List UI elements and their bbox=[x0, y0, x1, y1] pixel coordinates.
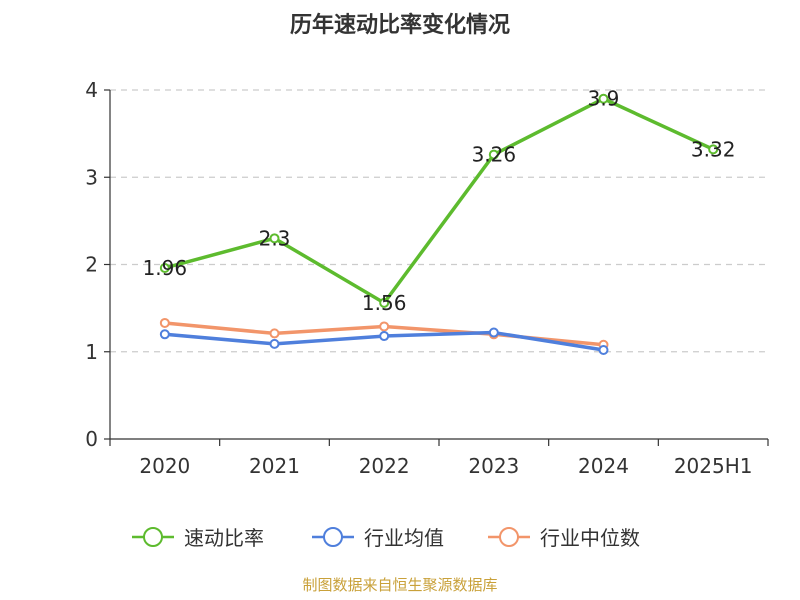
data-point[interactable] bbox=[488, 149, 499, 160]
y-tick-label: 0 bbox=[85, 427, 98, 451]
data-point[interactable] bbox=[488, 327, 499, 338]
data-point[interactable] bbox=[269, 233, 280, 244]
data-point[interactable] bbox=[708, 144, 719, 155]
source-note: 制图数据来自恒生聚源数据库 bbox=[302, 576, 497, 594]
data-label: 3.32 bbox=[691, 137, 736, 161]
data-label: 3.9 bbox=[588, 87, 620, 111]
data-point[interactable] bbox=[159, 329, 170, 340]
x-tick-label: 2022 bbox=[359, 454, 410, 478]
axes: 0 1 2 3 4 2020 2021 2022 2023 2024 2025H1 bbox=[85, 78, 769, 478]
data-point[interactable] bbox=[379, 331, 390, 342]
data-point[interactable] bbox=[379, 321, 390, 332]
legend-label: 速动比率 bbox=[184, 526, 264, 550]
chart-title: 历年速动比率变化情况 bbox=[290, 12, 510, 38]
legend-item[interactable]: 行业均值 bbox=[312, 526, 444, 550]
legend-label: 行业中位数 bbox=[540, 526, 640, 550]
data-labels: 1.96 2.3 1.56 3.26 3.9 3.32 bbox=[143, 87, 736, 315]
data-label: 3.26 bbox=[472, 143, 517, 167]
data-point[interactable] bbox=[159, 317, 170, 328]
legend-marker bbox=[323, 527, 343, 547]
legend-item[interactable]: 速动比率 bbox=[132, 526, 264, 550]
legend-label: 行业均值 bbox=[364, 526, 444, 550]
data-label: 1.56 bbox=[362, 291, 407, 315]
x-tick-label: 2023 bbox=[468, 454, 519, 478]
series-line bbox=[163, 96, 715, 305]
legend-item[interactable]: 行业中位数 bbox=[488, 526, 640, 550]
y-tick-label: 1 bbox=[85, 340, 98, 364]
legend[interactable]: 速动比率 行业均值 行业中位数 bbox=[132, 526, 640, 550]
data-point[interactable] bbox=[269, 338, 280, 349]
data-label: 2.3 bbox=[259, 226, 291, 250]
series-area bbox=[159, 93, 719, 356]
y-tick-label: 3 bbox=[85, 165, 98, 189]
x-tick-label: 2020 bbox=[139, 454, 190, 478]
data-label: 1.96 bbox=[143, 256, 188, 280]
y-tick-label: 4 bbox=[85, 78, 98, 102]
x-tick-label: 2024 bbox=[578, 454, 629, 478]
data-point[interactable] bbox=[598, 345, 609, 356]
x-tick-label: 2025H1 bbox=[674, 454, 753, 478]
legend-marker bbox=[143, 527, 163, 547]
data-point[interactable] bbox=[159, 262, 170, 273]
data-point[interactable] bbox=[379, 297, 390, 308]
data-point[interactable] bbox=[269, 328, 280, 339]
x-tick-label: 2021 bbox=[249, 454, 300, 478]
legend-marker bbox=[499, 527, 519, 547]
y-tick-label: 2 bbox=[85, 253, 98, 277]
data-point[interactable] bbox=[598, 93, 609, 104]
